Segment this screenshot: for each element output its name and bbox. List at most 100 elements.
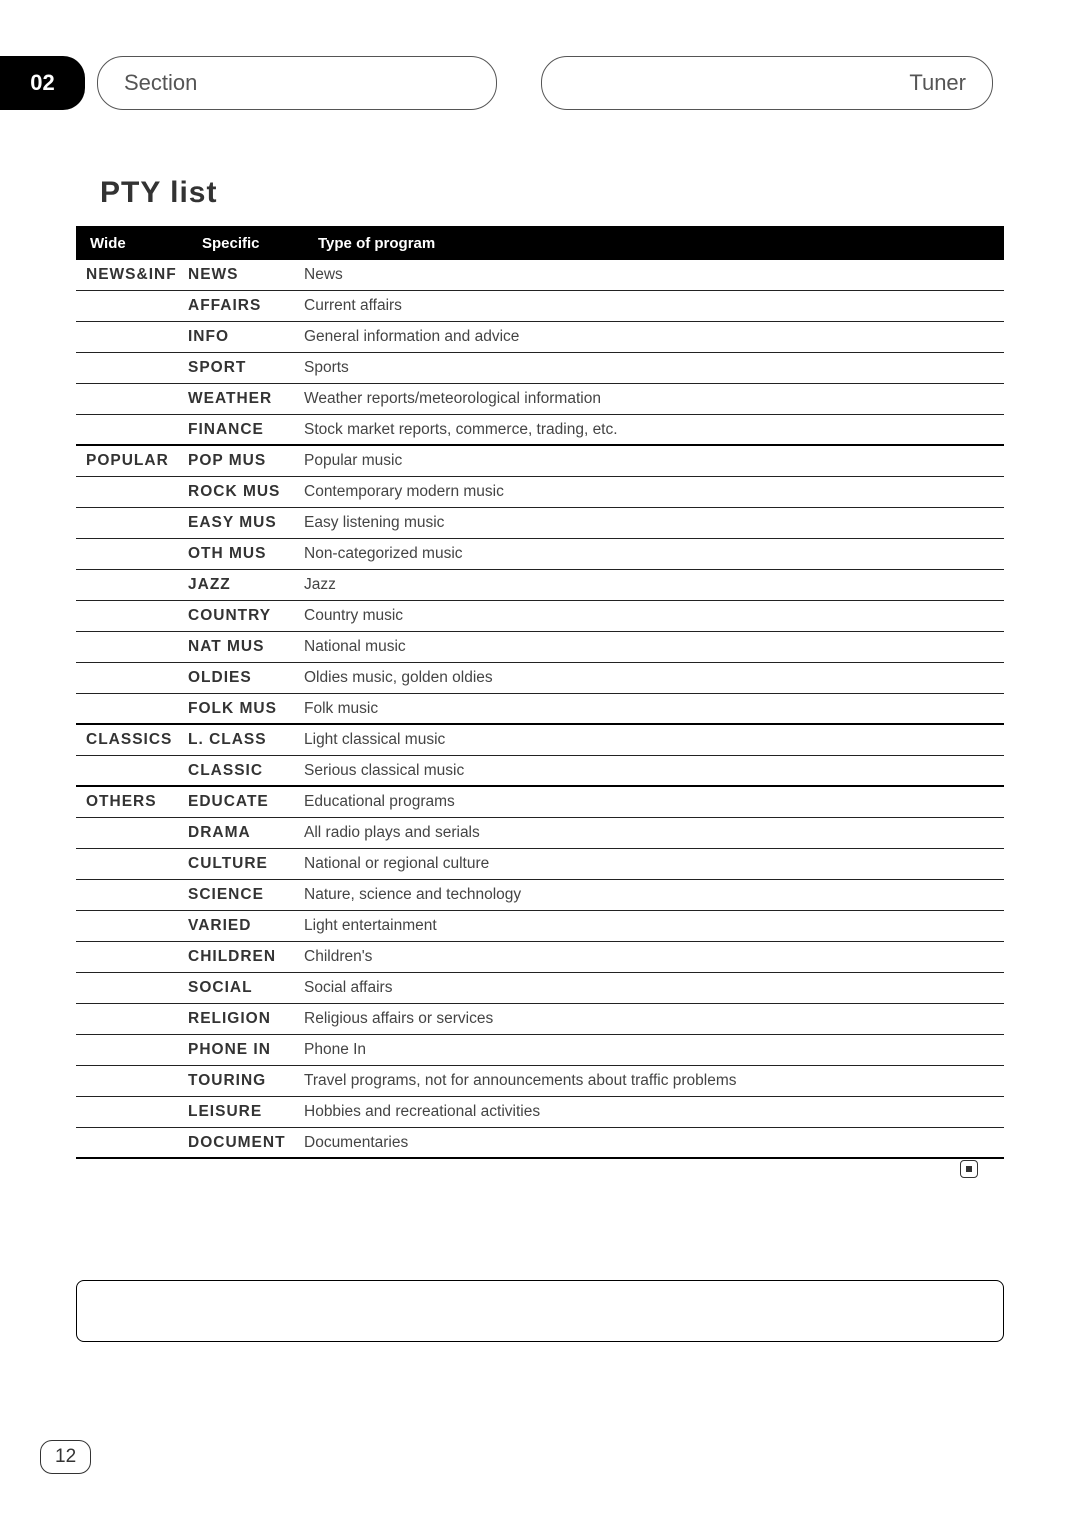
content-cell: General information and advice xyxy=(304,328,1004,346)
specific-cell: NEWS xyxy=(188,266,304,284)
section-number-tab: 02 xyxy=(0,56,85,110)
next-section-box xyxy=(76,1280,1004,1342)
content-cell: Travel programs, not for announcements a… xyxy=(304,1072,1004,1090)
content-cell: Jazz xyxy=(304,576,1004,594)
content-cell: Oldies music, golden oldies xyxy=(304,669,1004,687)
content-cell: Light classical music xyxy=(304,731,1004,749)
table-row: INFOGeneral information and advice xyxy=(76,322,1004,353)
content-cell: Easy listening music xyxy=(304,514,1004,532)
page-header: 02 Section Tuner xyxy=(0,56,1080,110)
section-name-capsule: Tuner xyxy=(541,56,993,110)
wide-cell: OTHERS xyxy=(76,793,188,811)
specific-cell: OLDIES xyxy=(188,669,304,687)
specific-cell: DOCUMENT xyxy=(188,1134,304,1152)
specific-cell: SCIENCE xyxy=(188,886,304,904)
table-row: CULTURENational or regional culture xyxy=(76,849,1004,880)
table-row: OTHERSEDUCATEEducational programs xyxy=(76,787,1004,818)
content-cell: Non-categorized music xyxy=(304,545,1004,563)
specific-cell: CHILDREN xyxy=(188,948,304,966)
table-row: TOURINGTravel programs, not for announce… xyxy=(76,1066,1004,1097)
table-row: FOLK MUSFolk music xyxy=(76,694,1004,725)
specific-cell: ROCK MUS xyxy=(188,483,304,501)
table-row: AFFAIRSCurrent affairs xyxy=(76,291,1004,322)
page-title: PTY list xyxy=(100,176,217,210)
content-cell: Country music xyxy=(304,607,1004,625)
table-row: CLASSICSL. CLASSLight classical music xyxy=(76,725,1004,756)
table-row: VARIEDLight entertainment xyxy=(76,911,1004,942)
section-label-capsule: Section xyxy=(97,56,497,110)
specific-cell: SOCIAL xyxy=(188,979,304,997)
table-row: DRAMAAll radio plays and serials xyxy=(76,818,1004,849)
table-header-specific: Specific xyxy=(202,235,318,252)
content-cell: Documentaries xyxy=(304,1134,1004,1152)
specific-cell: JAZZ xyxy=(188,576,304,594)
content-cell: Children's xyxy=(304,948,1004,966)
specific-cell: CLASSIC xyxy=(188,762,304,780)
content-cell: National or regional culture xyxy=(304,855,1004,873)
table-row: POPULARPOP MUSPopular music xyxy=(76,446,1004,477)
content-cell: Contemporary modern music xyxy=(304,483,1004,501)
specific-cell: INFO xyxy=(188,328,304,346)
specific-cell: EASY MUS xyxy=(188,514,304,532)
specific-cell: FOLK MUS xyxy=(188,700,304,718)
table-row: CLASSICSerious classical music xyxy=(76,756,1004,787)
content-cell: Nature, science and technology xyxy=(304,886,1004,904)
table-row: SCIENCENature, science and technology xyxy=(76,880,1004,911)
pty-table: Wide Specific Type of program NEWS&INFNE… xyxy=(76,226,1004,1159)
content-cell: Educational programs xyxy=(304,793,1004,811)
specific-cell: POP MUS xyxy=(188,452,304,470)
content-cell: Popular music xyxy=(304,452,1004,470)
table-row: OTH MUSNon-categorized music xyxy=(76,539,1004,570)
table-header-row: Wide Specific Type of program xyxy=(76,226,1004,260)
content-cell: Light entertainment xyxy=(304,917,1004,935)
specific-cell: CULTURE xyxy=(188,855,304,873)
table-row: ROCK MUSContemporary modern music xyxy=(76,477,1004,508)
specific-cell: EDUCATE xyxy=(188,793,304,811)
table-row: PHONE INPhone In xyxy=(76,1035,1004,1066)
content-cell: All radio plays and serials xyxy=(304,824,1004,842)
table-row: OLDIESOldies music, golden oldies xyxy=(76,663,1004,694)
table-row: COUNTRYCountry music xyxy=(76,601,1004,632)
wide-cell: POPULAR xyxy=(76,452,188,470)
table-row: WEATHERWeather reports/meteorological in… xyxy=(76,384,1004,415)
table-header-content: Type of program xyxy=(318,235,990,252)
content-cell: Stock market reports, commerce, trading,… xyxy=(304,421,1004,439)
content-cell: Religious affairs or services xyxy=(304,1010,1004,1028)
content-cell: Social affairs xyxy=(304,979,1004,997)
wide-cell: NEWS&INF xyxy=(76,266,188,284)
table-row: NEWS&INFNEWSNews xyxy=(76,260,1004,291)
specific-cell: OTH MUS xyxy=(188,545,304,563)
specific-cell: VARIED xyxy=(188,917,304,935)
specific-cell: PHONE IN xyxy=(188,1041,304,1059)
page-number: 12 xyxy=(40,1440,91,1474)
content-cell: Current affairs xyxy=(304,297,1004,315)
title-area: PTY list xyxy=(100,176,217,210)
table-row: SPORTSports xyxy=(76,353,1004,384)
specific-cell: L. CLASS xyxy=(188,731,304,749)
table-row: SOCIALSocial affairs xyxy=(76,973,1004,1004)
specific-cell: NAT MUS xyxy=(188,638,304,656)
specific-cell: RELIGION xyxy=(188,1010,304,1028)
specific-cell: FINANCE xyxy=(188,421,304,439)
content-cell: Serious classical music xyxy=(304,762,1004,780)
stop-icon xyxy=(960,1160,978,1178)
table-row: LEISUREHobbies and recreational activiti… xyxy=(76,1097,1004,1128)
table-row: JAZZJazz xyxy=(76,570,1004,601)
content-cell: Folk music xyxy=(304,700,1004,718)
specific-cell: AFFAIRS xyxy=(188,297,304,315)
content-cell: Phone In xyxy=(304,1041,1004,1059)
content-cell: Hobbies and recreational activities xyxy=(304,1103,1004,1121)
table-row: CHILDRENChildren's xyxy=(76,942,1004,973)
table-row: DOCUMENTDocumentaries xyxy=(76,1128,1004,1159)
table-row: NAT MUSNational music xyxy=(76,632,1004,663)
table-row: FINANCEStock market reports, commerce, t… xyxy=(76,415,1004,446)
content-cell: Weather reports/meteorological informati… xyxy=(304,390,1004,408)
content-cell: News xyxy=(304,266,1004,284)
specific-cell: LEISURE xyxy=(188,1103,304,1121)
table-body: NEWS&INFNEWSNewsAFFAIRSCurrent affairsIN… xyxy=(76,260,1004,1159)
table-row: EASY MUSEasy listening music xyxy=(76,508,1004,539)
specific-cell: DRAMA xyxy=(188,824,304,842)
wide-cell: CLASSICS xyxy=(76,731,188,749)
content-cell: National music xyxy=(304,638,1004,656)
content-cell: Sports xyxy=(304,359,1004,377)
